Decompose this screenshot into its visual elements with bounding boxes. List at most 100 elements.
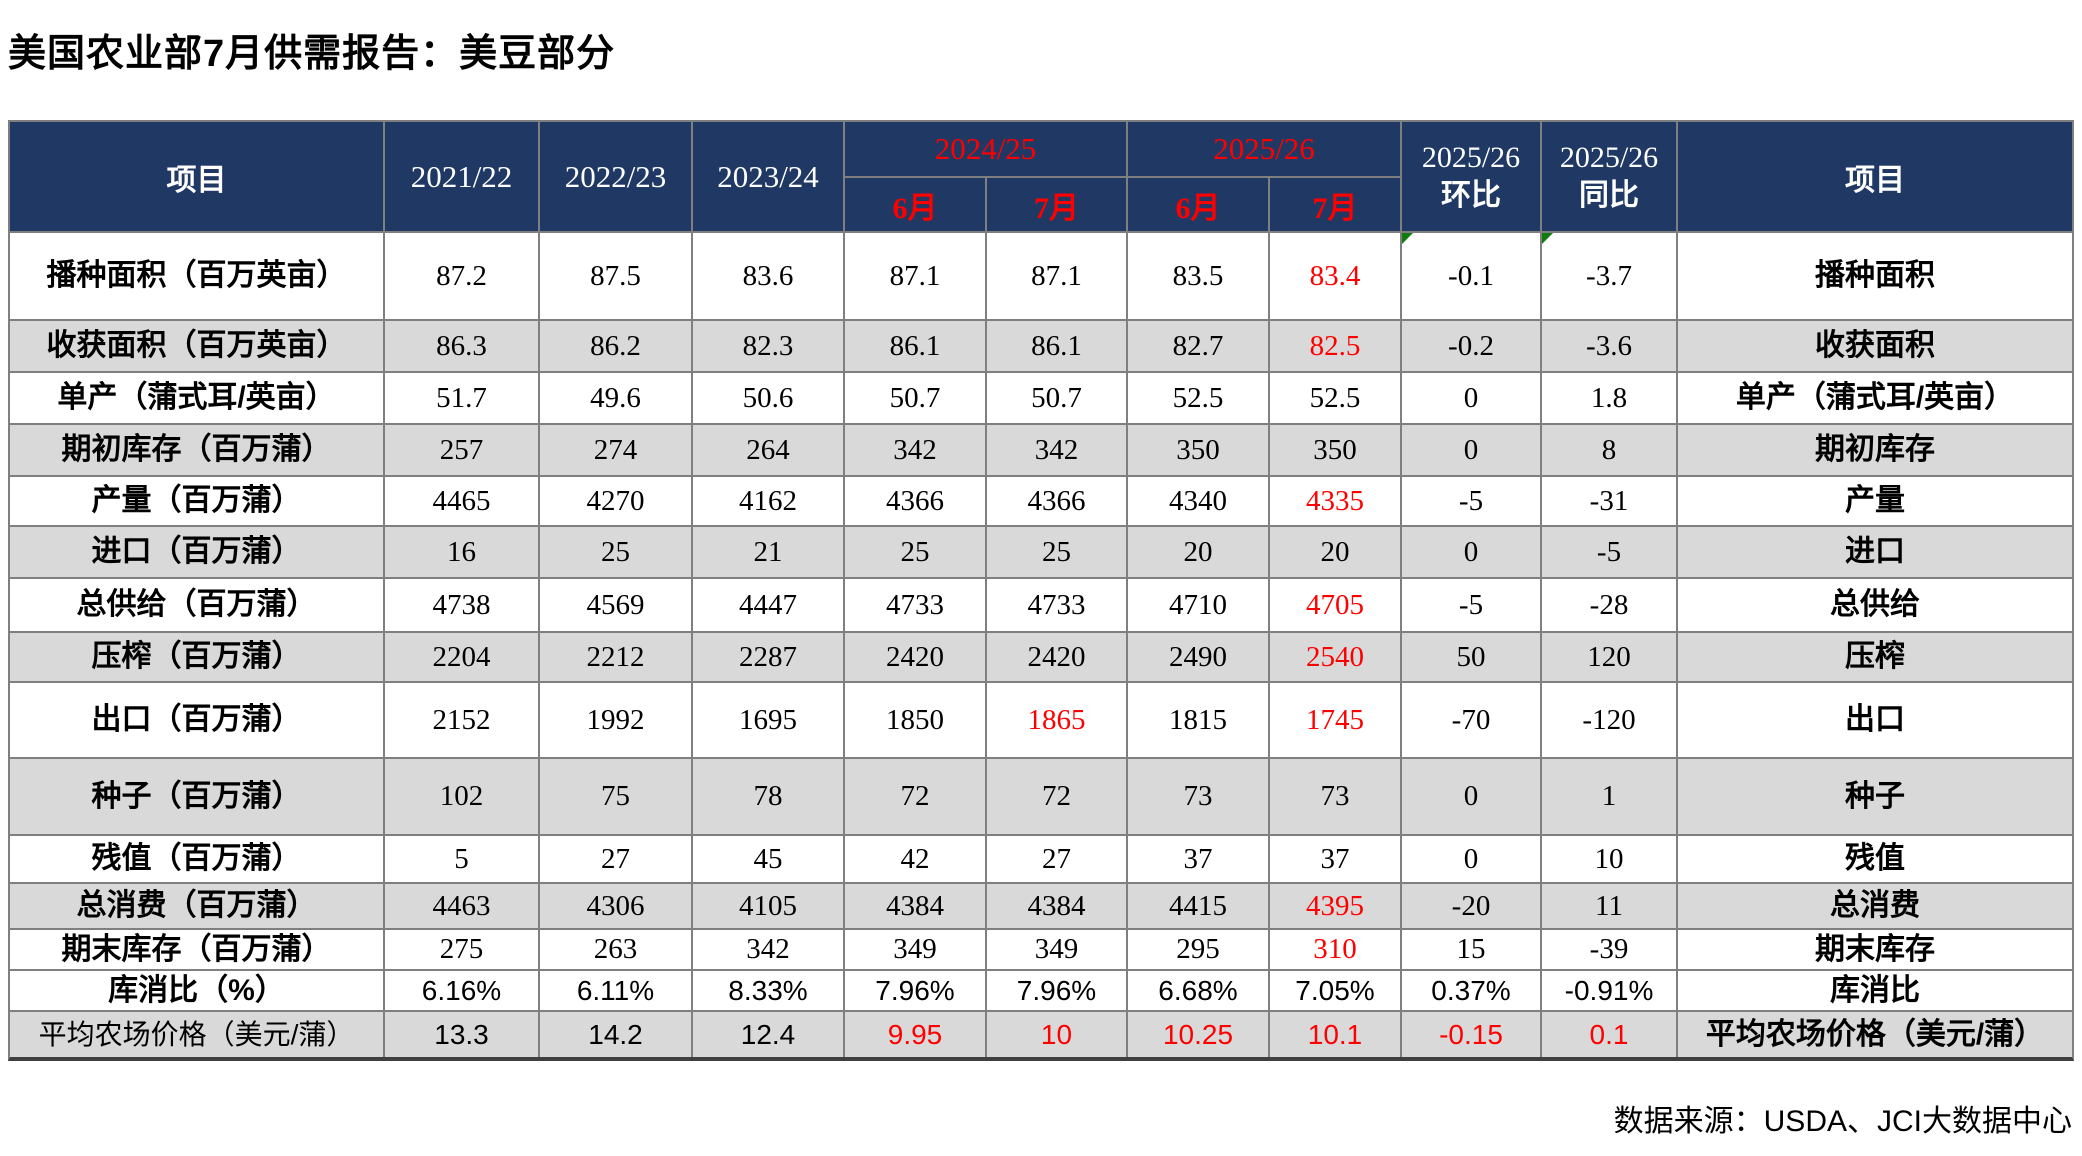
value-cell: 8.33%	[693, 971, 845, 1012]
value-cell: 10.1	[1270, 1012, 1402, 1057]
value-cell: 274	[540, 425, 693, 477]
value-cell: 73	[1128, 759, 1270, 836]
value-cell: 4306	[540, 884, 693, 930]
table-row: 种子（百万蒲） 102 75 78 72 72 73 73 0 1 种子	[10, 759, 2072, 836]
value-cell: 1992	[540, 683, 693, 759]
value-cell: 349	[845, 930, 987, 971]
value-cell: 4270	[540, 477, 693, 527]
header-year-2023-24: 2023/24	[693, 122, 845, 233]
row-label-left: 单产（蒲式耳/英亩）	[10, 373, 385, 425]
value-cell: 4335	[1270, 477, 1402, 527]
value-cell: 72	[987, 759, 1128, 836]
value-cell: 4395	[1270, 884, 1402, 930]
value-cell: 7.05%	[1270, 971, 1402, 1012]
row-label-right: 产量	[1678, 477, 2072, 527]
value-cell: -120	[1542, 683, 1678, 759]
value-cell: 4447	[693, 579, 845, 633]
page-title: 美国农业部7月供需报告：美豆部分	[8, 33, 616, 75]
header-month-jul-2526: 7月	[1270, 178, 1402, 233]
value-cell: -0.91%	[1542, 971, 1678, 1012]
table-row: 总消费（百万蒲） 4463 4306 4105 4384 4384 4415 4395 -20 1…	[10, 884, 2072, 930]
row-label-left: 平均农场价格（美元/蒲）	[10, 1012, 385, 1057]
value-cell: 350	[1128, 425, 1270, 477]
row-label-left: 总供给（百万蒲）	[10, 579, 385, 633]
row-label-left: 压榨（百万蒲）	[10, 633, 385, 683]
value-cell: 264	[693, 425, 845, 477]
value-cell: 1	[1542, 759, 1678, 836]
row-label-left: 残值（百万蒲）	[10, 836, 385, 884]
table-row: 期初库存（百万蒲） 257 274 264 342 342 350 350 0 8 期初库存	[10, 425, 2072, 477]
value-cell: 15	[1402, 930, 1542, 971]
value-cell: -0.2	[1402, 321, 1542, 373]
value-cell: 25	[845, 527, 987, 579]
value-cell: 1850	[845, 683, 987, 759]
header-item-left: 项目	[10, 122, 385, 233]
value-cell: 25	[540, 527, 693, 579]
value-cell: 350	[1270, 425, 1402, 477]
row-label-left: 期末库存（百万蒲）	[10, 930, 385, 971]
value-cell: 4384	[987, 884, 1128, 930]
value-cell: 1745	[1270, 683, 1402, 759]
header-mom-year: 2025/26	[1421, 141, 1521, 174]
row-label-right: 期末库存	[1678, 930, 2072, 971]
value-cell: 4384	[845, 884, 987, 930]
value-cell: 1865	[987, 683, 1128, 759]
row-label-left: 出口（百万蒲）	[10, 683, 385, 759]
row-label-right: 种子	[1678, 759, 2072, 836]
value-cell: -20	[1402, 884, 1542, 930]
value-cell: 4733	[845, 579, 987, 633]
value-cell: 6.16%	[385, 971, 540, 1012]
value-cell: 4569	[540, 579, 693, 633]
value-cell: 50.7	[987, 373, 1128, 425]
header-month-jul-2425: 7月	[987, 178, 1128, 233]
row-label-right: 播种面积	[1678, 233, 2072, 321]
row-label-right: 收获面积	[1678, 321, 2072, 373]
value-cell: 13.3	[385, 1012, 540, 1057]
table-row: 收获面积（百万英亩） 86.3 86.2 82.3 86.1 86.1 82.7 82.5 -0…	[10, 321, 2072, 373]
value-cell: 4738	[385, 579, 540, 633]
value-cell: 49.6	[540, 373, 693, 425]
value-cell: 2420	[987, 633, 1128, 683]
value-cell: 2420	[845, 633, 987, 683]
value-cell: 20	[1270, 527, 1402, 579]
header-group-2024-25: 2024/25	[845, 122, 1128, 178]
value-cell: -0.1	[1402, 233, 1542, 321]
header-mom-change: 2025/26 环比	[1402, 122, 1542, 233]
row-label-left: 进口（百万蒲）	[10, 527, 385, 579]
value-cell: 10	[1542, 836, 1678, 884]
header-yoy-year: 2025/26	[1559, 141, 1659, 174]
value-cell: 5	[385, 836, 540, 884]
value-cell: 310	[1270, 930, 1402, 971]
header-yoy-change: 2025/26 同比	[1542, 122, 1678, 233]
header-group-2025-26: 2025/26	[1128, 122, 1402, 178]
value-cell: 52.5	[1270, 373, 1402, 425]
table-row: 期末库存（百万蒲） 275 263 342 349 349 295 310 15 -39 期末库存	[10, 930, 2072, 971]
row-label-left: 库消比（%）	[10, 971, 385, 1012]
value-cell: 27	[540, 836, 693, 884]
value-cell: 51.7	[385, 373, 540, 425]
row-label-left: 产量（百万蒲）	[10, 477, 385, 527]
table-header: 项目 2021/22 2022/23 2023/24 2024/25 2025/…	[10, 122, 2072, 233]
value-cell: -3.7	[1542, 233, 1678, 321]
value-cell: 4733	[987, 579, 1128, 633]
value-cell: 4463	[385, 884, 540, 930]
value-cell: 4105	[693, 884, 845, 930]
value-cell: 1815	[1128, 683, 1270, 759]
value-cell: 257	[385, 425, 540, 477]
value-cell: 2490	[1128, 633, 1270, 683]
value-cell: 4366	[987, 477, 1128, 527]
value-cell: -3.6	[1542, 321, 1678, 373]
value-cell: 349	[987, 930, 1128, 971]
data-source: 数据来源：USDA、JCI大数据中心	[1613, 1105, 2072, 1138]
value-cell: -0.15	[1402, 1012, 1542, 1057]
value-cell: 2152	[385, 683, 540, 759]
value-cell: -5	[1402, 477, 1542, 527]
table-row: 播种面积（百万英亩） 87.2 87.5 83.6 87.1 87.1 83.5 83.4 -0…	[10, 233, 2072, 321]
row-label-left: 收获面积（百万英亩）	[10, 321, 385, 373]
value-cell: 52.5	[1128, 373, 1270, 425]
value-cell: 0.37%	[1402, 971, 1542, 1012]
value-cell: 87.2	[385, 233, 540, 321]
value-cell: 0	[1402, 836, 1542, 884]
value-cell: 7.96%	[845, 971, 987, 1012]
table-row: 总供给（百万蒲） 4738 4569 4447 4733 4733 4710 4705 -5 -2…	[10, 579, 2072, 633]
